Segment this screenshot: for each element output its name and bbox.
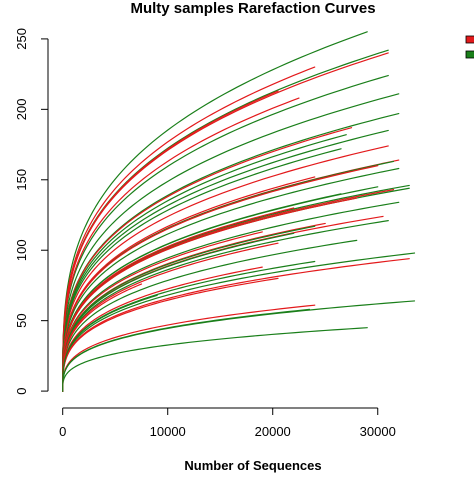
curve-green-44 (62, 327, 368, 392)
legend-swatch-1 (465, 35, 474, 44)
curve-green-33 (62, 232, 295, 392)
y-tick-label: 150 (14, 169, 29, 191)
x-tick-label: 0 (59, 424, 66, 439)
curve-red-8 (62, 97, 300, 392)
curve-green-18 (62, 167, 400, 392)
chart-title: Multy samples Rarefaction Curves (130, 0, 375, 17)
y-tick-label: 100 (14, 239, 29, 261)
curve-red-4 (62, 66, 316, 392)
curve-green-11 (62, 129, 389, 392)
curve-green-26 (62, 201, 400, 392)
curve-green-12 (62, 134, 347, 392)
curves-group (62, 31, 416, 392)
curve-red-37 (62, 258, 410, 392)
axes-group: 0 10000 20000 30000 0 50 100 150 200 250 (14, 28, 396, 439)
curve-red-40 (62, 277, 279, 392)
curve-green-1 (62, 31, 368, 392)
x-axis-label: Number of Sequences (184, 458, 321, 473)
curve-red-45 (62, 283, 143, 392)
curve-green-43 (62, 308, 311, 392)
legend-swatch-2 (465, 50, 474, 59)
curve-red-6 (62, 90, 279, 392)
y-tick-label: 200 (14, 98, 29, 120)
curve-green-46 (62, 294, 158, 392)
curve-green-34 (62, 239, 358, 392)
x-tick-label: 20000 (255, 424, 291, 439)
curve-green-5 (62, 74, 389, 392)
curve-green-36 (62, 252, 416, 392)
curve-red-27 (62, 207, 295, 392)
curve-red-19 (62, 176, 316, 392)
legend (465, 35, 474, 59)
x-tick-label: 30000 (360, 424, 396, 439)
curve-green-14 (62, 148, 342, 392)
curve-green-2 (62, 49, 389, 392)
curve-red-13 (62, 145, 389, 392)
y-tick-label: 0 (14, 387, 29, 394)
curve-green-7 (62, 93, 400, 392)
curve-red-42 (62, 304, 316, 392)
y-tick-label: 250 (14, 28, 29, 50)
curve-green-38 (62, 260, 316, 392)
y-tick-label: 50 (14, 313, 29, 327)
x-tick-label: 10000 (150, 424, 186, 439)
curve-red-32 (62, 231, 263, 392)
